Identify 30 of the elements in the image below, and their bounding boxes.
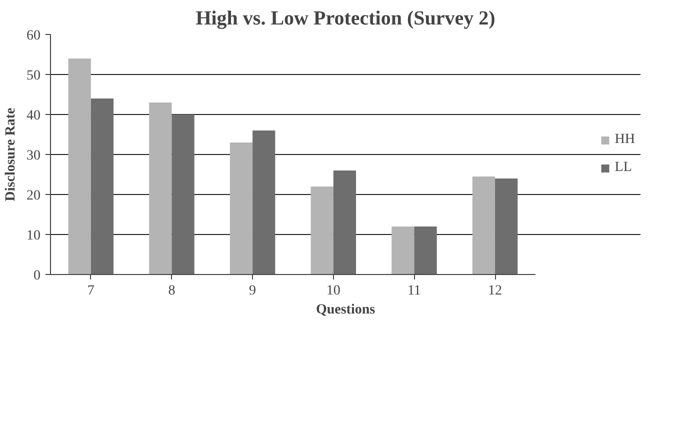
y-tick-label: 50 bbox=[26, 68, 40, 84]
y-tick-label: 60 bbox=[26, 28, 40, 44]
bar bbox=[68, 58, 91, 274]
x-tick-label: 7 bbox=[87, 284, 94, 298]
x-tick-label: 12 bbox=[488, 284, 502, 298]
bar bbox=[333, 170, 356, 274]
bar bbox=[172, 114, 194, 274]
bar bbox=[414, 226, 437, 274]
y-tick-label: 40 bbox=[26, 108, 40, 124]
x-tick-label: 9 bbox=[249, 284, 256, 298]
x-tick-label: 8 bbox=[168, 284, 176, 298]
x-axis-title: Questions bbox=[316, 302, 376, 318]
bar bbox=[472, 176, 496, 274]
bar bbox=[90, 98, 114, 274]
x-tick-label: 11 bbox=[407, 284, 421, 298]
y-tick-label: 10 bbox=[26, 228, 40, 244]
bar bbox=[310, 186, 334, 274]
legend-label: LL bbox=[614, 160, 633, 176]
chart-title: High vs. Low Protection (Survey 2) bbox=[196, 8, 496, 30]
y-tick-label: 0 bbox=[34, 268, 40, 284]
bar bbox=[495, 178, 518, 274]
y-axis-title: Disclosure Rate bbox=[4, 108, 18, 202]
legend-label: HH bbox=[614, 132, 635, 148]
y-tick-label: 30 bbox=[26, 148, 40, 164]
bar bbox=[149, 102, 172, 274]
bar bbox=[252, 130, 276, 274]
bar bbox=[392, 226, 414, 274]
y-tick-label: 20 bbox=[26, 188, 40, 204]
bar bbox=[230, 142, 253, 274]
x-tick-label: 10 bbox=[326, 284, 340, 298]
